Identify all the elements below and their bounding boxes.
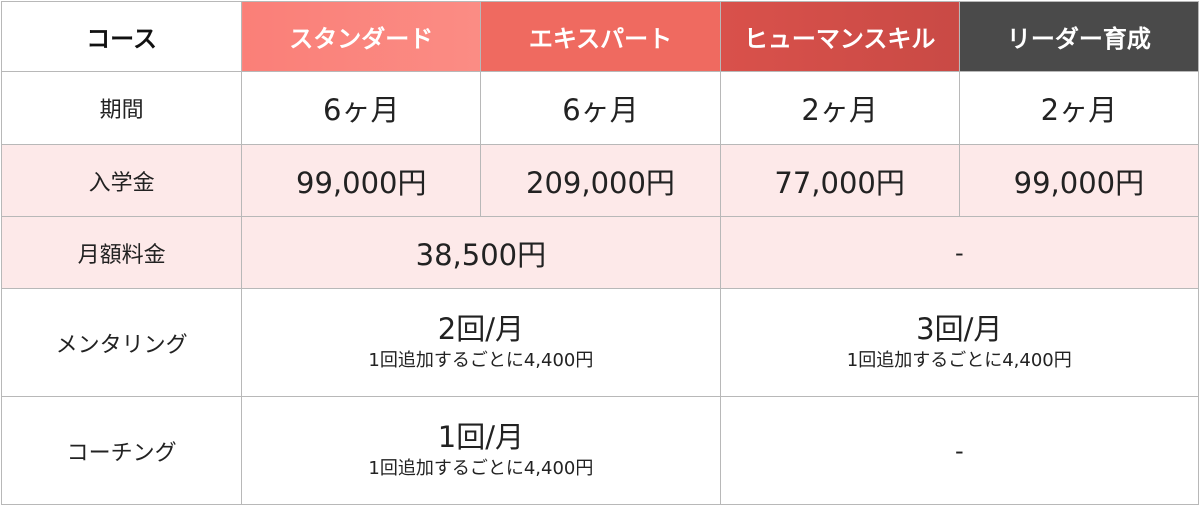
enrollment-fee-label: 入学金 — [0, 144, 243, 217]
mentoring-frequency: 3回/月 — [916, 311, 1003, 346]
mentoring-label: メンタリング — [0, 288, 243, 397]
period-row: 期間 6ヶ月 6ヶ月 2ヶ月 2ヶ月 — [0, 71, 1200, 145]
coaching-frequency: 1回/月 — [437, 419, 524, 454]
header-row: コース スタンダード エキスパート ヒューマンスキル リーダー育成 — [0, 1, 1200, 72]
period-label: 期間 — [0, 71, 243, 145]
course-header-leader: リーダー育成 — [958, 1, 1200, 72]
course-header-label: コース — [0, 1, 243, 72]
course-header-standard: スタンダード — [241, 1, 482, 72]
coaching-human-leader: - — [719, 396, 1200, 505]
monthly-fee-label: 月額料金 — [0, 216, 243, 289]
period-expert: 6ヶ月 — [480, 71, 721, 145]
period-standard: 6ヶ月 — [241, 71, 482, 145]
mentoring-row: メンタリング 2回/月 1回追加するごとに4,400円 3回/月 1回追加するご… — [0, 288, 1200, 397]
period-human-skill: 2ヶ月 — [719, 71, 960, 145]
coaching-value: - — [954, 436, 964, 465]
enrollment-fee-row: 入学金 99,000円 209,000円 77,000円 99,000円 — [0, 144, 1200, 217]
fee-leader: 99,000円 — [958, 144, 1200, 217]
monthly-fee-row: 月額料金 38,500円 - — [0, 216, 1200, 289]
monthly-fee-human-leader: - — [719, 216, 1200, 289]
coaching-row: コーチング 1回/月 1回追加するごとに4,400円 - — [0, 396, 1200, 505]
coaching-label: コーチング — [0, 396, 243, 505]
mentoring-standard-expert: 2回/月 1回追加するごとに4,400円 — [241, 288, 721, 397]
course-header-human-skill: ヒューマンスキル — [719, 1, 960, 72]
fee-expert: 209,000円 — [480, 144, 721, 217]
monthly-fee-standard-expert: 38,500円 — [241, 216, 721, 289]
coaching-standard-expert: 1回/月 1回追加するごとに4,400円 — [241, 396, 721, 505]
mentoring-human-leader: 3回/月 1回追加するごとに4,400円 — [719, 288, 1200, 397]
coaching-extra-fee: 1回追加するごとに4,400円 — [368, 457, 594, 479]
course-header-expert: エキスパート — [480, 1, 721, 72]
fee-standard: 99,000円 — [241, 144, 482, 217]
mentoring-extra-fee: 1回追加するごとに4,400円 — [368, 349, 594, 371]
mentoring-extra-fee: 1回追加するごとに4,400円 — [846, 349, 1072, 371]
period-leader: 2ヶ月 — [958, 71, 1200, 145]
fee-human-skill: 77,000円 — [719, 144, 960, 217]
mentoring-frequency: 2回/月 — [437, 311, 524, 346]
